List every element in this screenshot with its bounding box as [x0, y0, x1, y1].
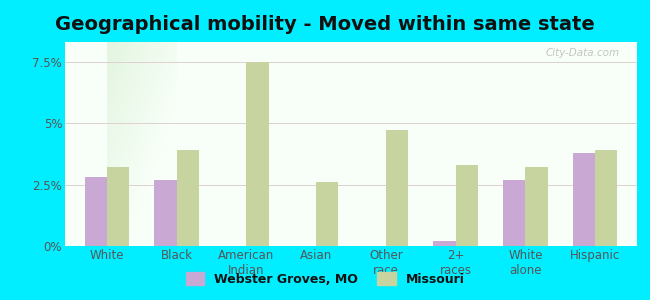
Bar	[573, 153, 595, 246]
Legend: Webster Groves, MO, Missouri: Webster Groves, MO, Missouri	[181, 267, 469, 291]
Bar	[434, 241, 456, 246]
Bar	[525, 167, 548, 246]
Bar	[84, 177, 107, 246]
Bar	[595, 150, 617, 246]
Bar	[107, 167, 129, 246]
Bar	[246, 62, 268, 246]
Bar	[503, 180, 525, 246]
Bar	[386, 130, 408, 246]
Bar	[456, 165, 478, 246]
Bar	[154, 180, 177, 246]
Bar	[316, 182, 339, 246]
Bar	[177, 150, 199, 246]
Text: Geographical mobility - Moved within same state: Geographical mobility - Moved within sam…	[55, 15, 595, 34]
Text: City-Data.com: City-Data.com	[546, 48, 620, 58]
